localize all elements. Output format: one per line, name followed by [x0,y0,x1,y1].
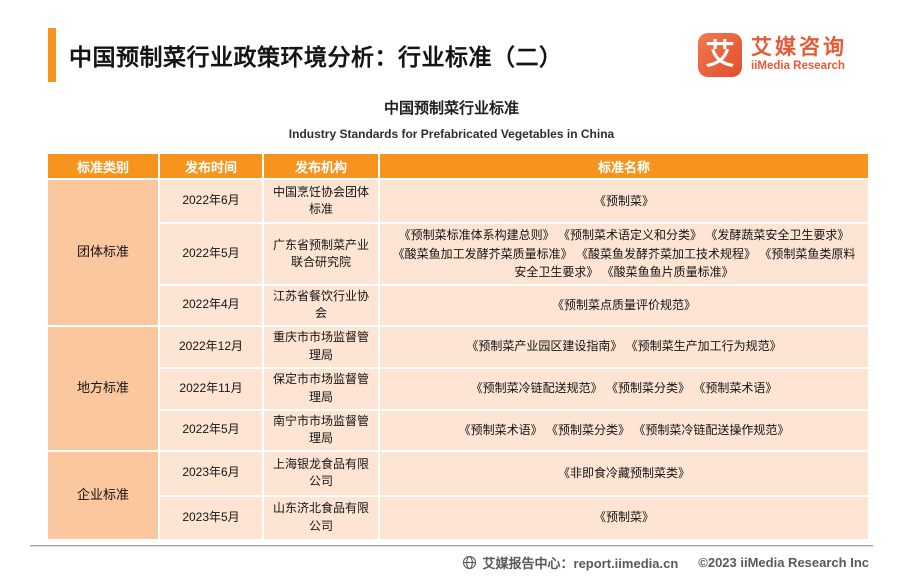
org-cell: 江苏省餐饮行业协会 [262,283,380,327]
chart-subtitle: 中国预制菜行业标准 Industry Standards for Prefabr… [0,97,903,141]
table-body: 团体标准 2022年6月 中国烹饪协会团体标准 《预制菜》 2022年5月 广东省预制菜产… [46,178,870,541]
category-cell: 企业标准 [46,449,160,541]
iimedia-logo-icon: 艾 [698,33,742,77]
table-header-row: 标准类别 发布时间 发布机构 标准名称 [46,152,870,180]
org-cell: 中国烹饪协会团体标准 [262,178,380,224]
date-cell: 2022年4月 [158,283,264,327]
date-cell: 2022年5月 [158,408,264,452]
names-cell: 《非即食冷藏预制菜类》 [378,449,870,497]
globe-icon [462,555,476,569]
org-cell: 南宁市市场监督管理局 [262,408,380,452]
logo-text: 艾媒咨询 iiMedia Research [751,36,847,73]
iimedia-logo: 艾 艾媒咨询 iiMedia Research [698,33,847,77]
org-cell: 山东济北食品有限公司 [262,494,380,541]
logo-name-cn: 艾媒咨询 [751,36,847,60]
date-cell: 2022年6月 [158,178,264,224]
header-standard-name: 标准名称 [378,152,870,180]
org-cell: 保定市市场监督管理局 [262,366,380,411]
date-cell: 2022年5月 [158,222,264,286]
names-cell: 《预制菜》 [378,178,870,224]
subtitle-english: Industry Standards for Prefabricated Veg… [288,127,615,141]
footer-copyright: ©2023 iiMedia Research Inc [698,554,869,570]
date-cell: 2023年6月 [158,449,264,497]
org-cell: 上海银龙食品有限公司 [262,449,380,497]
table-row: 企业标准 2023年6月 上海银龙食品有限公司 《非即食冷藏预制菜类》 [46,449,870,541]
footer: 艾媒报告中心：report.iimedia.cn ©2023 iiMedia R… [462,551,869,573]
header-category: 标准类别 [46,152,160,180]
date-cell: 2022年12月 [158,324,264,369]
names-cell: 《预制菜术语》 《预制菜分类》 《预制菜冷链配送操作规范》 [378,408,870,452]
names-cell: 《预制菜冷链配送规范》 《预制菜分类》 《预制菜术语》 [378,366,870,411]
table-row: 2023年5月 山东济北食品有限公司 《预制菜》 [47,494,870,541]
table-row: 2022年5月 广东省预制菜产业联合研究院 《预制菜标准体系构建总则》 《预制菜术语… [47,222,870,286]
category-cell: 地方标准 [46,324,160,452]
date-cell: 2023年5月 [158,494,264,541]
date-cell: 2022年11月 [158,366,264,411]
category-cell: 团体标准 [46,178,160,327]
header: 中国预制菜行业政策环境分析：行业标准（二） 艾 艾媒咨询 iiMedia Res… [48,28,847,82]
standards-table: 标准类别 发布时间 发布机构 标准名称 团体标准 2022年6月 中国烹饪协会团体标… [46,152,870,541]
table-row: 2022年4月 江苏省餐饮行业协会 《预制菜点质量评价规范》 [47,283,870,327]
names-cell: 《预制菜标准体系构建总则》 《预制菜术语定义和分类》 《发酵蔬菜安全卫生要求》 … [378,222,870,286]
logo-name-en: iiMedia Research [751,60,845,73]
table-row: 2022年5月 南宁市市场监督管理局 《预制菜术语》 《预制菜分类》 《预制菜冷链配… [47,408,870,452]
names-cell: 《预制菜》 [378,494,870,541]
title-block: 中国预制菜行业政策环境分析：行业标准（二） [48,28,563,82]
header-date: 发布时间 [158,152,264,180]
org-cell: 广东省预制菜产业联合研究院 [262,222,380,286]
table-row: 团体标准 2022年6月 中国烹饪协会团体标准 《预制菜》 [46,178,870,327]
footer-report-center: 艾媒报告中心：report.iimedia.cn [482,555,679,571]
names-cell: 《预制菜点质量评价规范》 [378,283,870,327]
table-row: 地方标准 2022年12月 重庆市市场监督管理局 《预制菜产业园区建设指南》 《预制菜… [46,324,870,452]
table-row: 2022年11月 保定市市场监督管理局 《预制菜冷链配送规范》 《预制菜分类》 《预… [47,366,870,411]
names-cell: 《预制菜产业园区建设指南》 《预制菜生产加工行为规范》 [378,324,870,369]
page-title: 中国预制菜行业政策环境分析：行业标准（二） [69,44,563,70]
title-accent-bar [48,28,56,82]
footer-divider [30,545,873,547]
org-cell: 重庆市市场监督管理局 [262,324,380,369]
subtitle-chinese: 中国预制菜行业标准 [383,100,519,117]
header-org: 发布机构 [262,152,380,180]
